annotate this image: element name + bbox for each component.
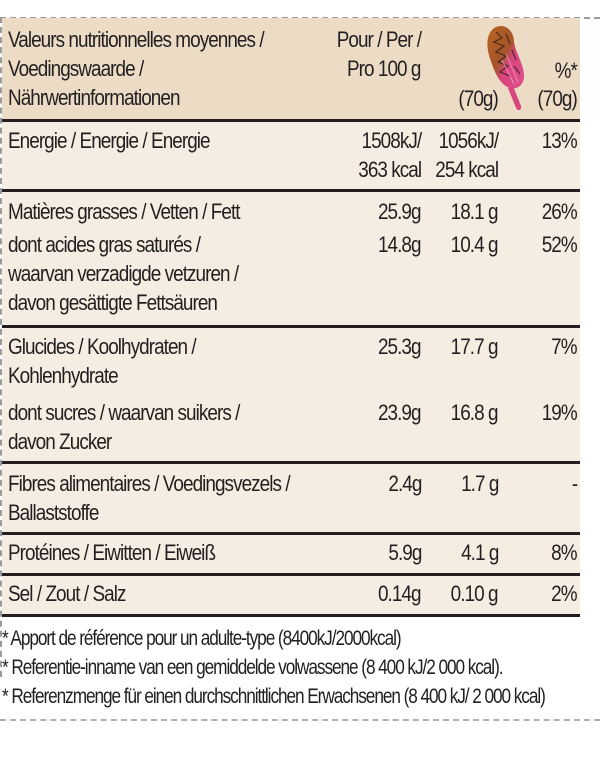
header-portion: (70g) — [458, 86, 499, 111]
table-header: Valeurs nutritionnelles moyennes / Voedi… — [2, 18, 580, 122]
header-ri-line-1: %* — [554, 58, 578, 83]
row-per100: 14.8g — [378, 232, 422, 257]
row-per100: 23.9g — [378, 400, 422, 425]
ice-cream-popsicle-icon — [487, 25, 524, 111]
row-ri: 13% — [541, 128, 578, 153]
cut-line-bottom — [0, 719, 600, 721]
footnote-nl: * Referentie-inname van een gemiddelde v… — [2, 656, 504, 679]
table-row-protein: Protéines / Eiwitten / Eiweiß 5.9g 4.1 g… — [2, 535, 580, 576]
row-portion: 1.7 g — [460, 471, 499, 496]
row-ri: 8% — [551, 540, 578, 565]
footnote-de: * Referenzmenge für einen durchschnittli… — [2, 685, 546, 708]
table-row-sugars: dont sucres / waarvan suikers / davon Zu… — [2, 394, 580, 464]
header-ri-line-2: (70g) — [537, 86, 578, 111]
row-per100: 2.4g — [387, 471, 422, 496]
row-ri: - — [571, 471, 578, 496]
row-portion: 1056kJ/ 254 kcal — [435, 128, 499, 182]
row-ri: 26% — [541, 199, 578, 224]
row-label: Fibres alimentaires / Voedingsvezels / B… — [8, 471, 291, 525]
row-label: Glucides / Koolhydraten / Kohlenhydrate — [8, 334, 197, 388]
row-per100: 1508kJ/ 363 kcal — [358, 128, 422, 182]
row-portion: 16.8 g — [451, 400, 499, 425]
nutrition-table: Valeurs nutritionnelles moyennes / Voedi… — [2, 18, 580, 617]
table-row-fibre: Fibres alimentaires / Voedingsvezels / B… — [2, 464, 580, 535]
table-row-energy: Energie / Energie / Energie 1508kJ/ 363 … — [2, 122, 580, 192]
row-label: Matières grasses / Vetten / Fett — [8, 199, 241, 224]
row-portion: 18.1 g — [451, 199, 499, 224]
row-portion: 4.1 g — [460, 540, 499, 565]
row-portion: 0.10 g — [451, 581, 499, 606]
table-row-salt: Sel / Zout / Salz 0.14g 0.10 g 2% — [2, 576, 580, 617]
row-per100: 25.3g — [378, 334, 422, 359]
row-portion: 17.7 g — [451, 334, 499, 359]
row-per100: 25.9g — [378, 199, 422, 224]
header-title-line-3: Nährwertinformationen — [8, 85, 180, 110]
row-ri: 52% — [541, 232, 578, 257]
row-label: dont sucres / waarvan suikers / davon Zu… — [8, 400, 240, 454]
row-ri: 7% — [551, 334, 578, 359]
row-ri: 19% — [541, 400, 578, 425]
row-label: Energie / Energie / Energie — [8, 128, 211, 153]
row-ri: 2% — [551, 581, 578, 606]
table-row-carbohydrates: Glucides / Koolhydraten / Kohlenhydrate … — [2, 328, 580, 394]
row-per100: 0.14g — [378, 581, 422, 606]
header-per100-line-2: Pro 100 g — [347, 56, 421, 81]
footnotes: * Apport de référence pour un adulte-typ… — [2, 624, 600, 711]
cut-line-left — [0, 17, 2, 677]
row-label: Sel / Zout / Salz — [8, 581, 126, 606]
footnote-fr: * Apport de référence pour un adulte-typ… — [2, 627, 402, 650]
header-per100-line-1: Pour / Per / — [336, 27, 422, 52]
table-row-saturated-fat: dont acides gras saturés / waarvan verza… — [2, 228, 580, 328]
row-label: Protéines / Eiwitten / Eiweiß — [8, 540, 216, 565]
header-title-line-2: Voedingswaarde / — [8, 56, 144, 81]
row-per100: 5.9g — [387, 540, 422, 565]
row-portion: 10.4 g — [451, 232, 499, 257]
row-label: dont acides gras saturés / waarvan verza… — [8, 232, 239, 315]
header-title-line-1: Valeurs nutritionnelles moyennes / — [8, 27, 265, 52]
table-row-fat: Matières grasses / Vetten / Fett 25.9g 1… — [2, 192, 580, 228]
